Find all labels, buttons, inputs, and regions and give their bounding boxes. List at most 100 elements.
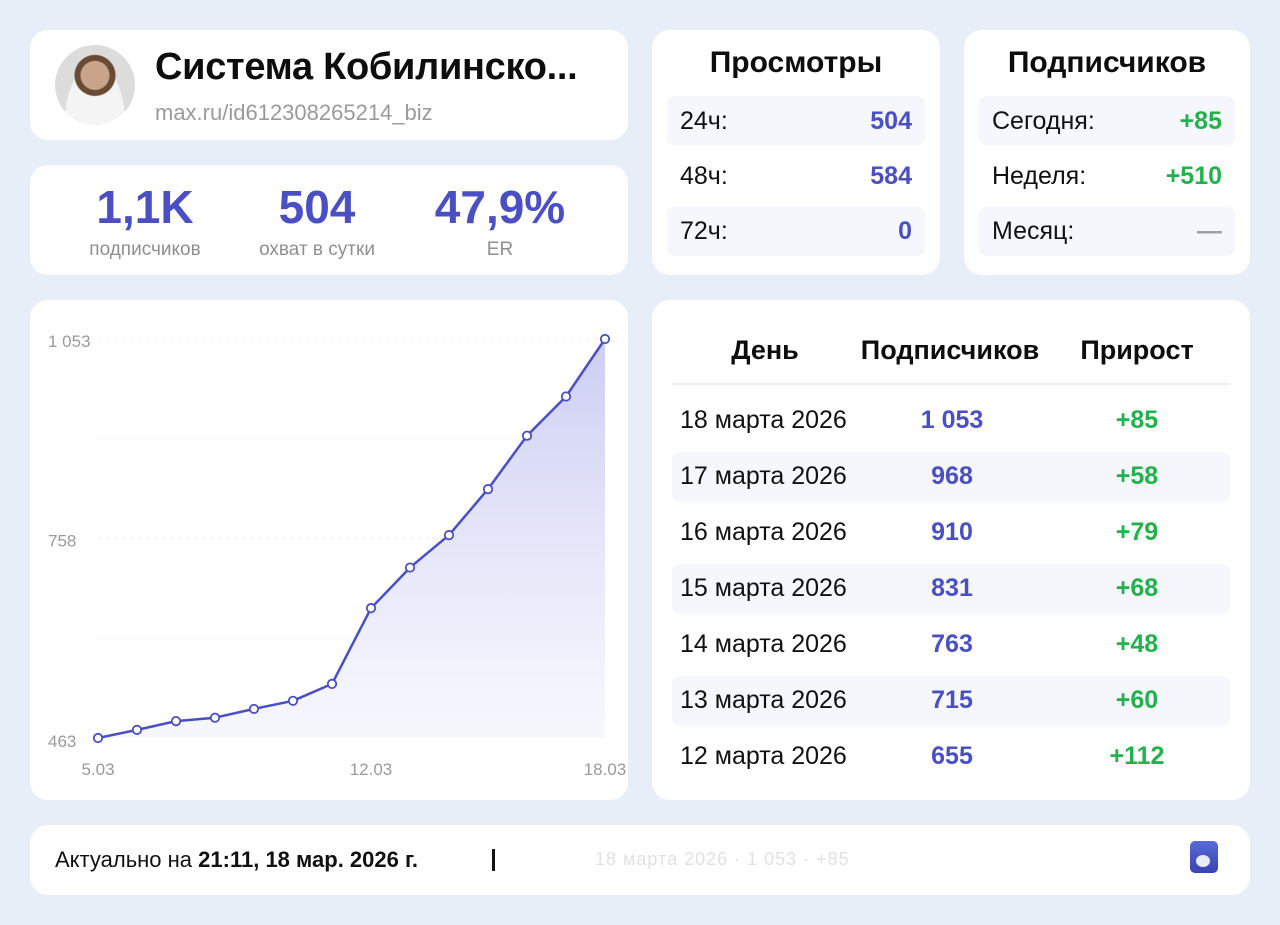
cell-subscribers: 655 <box>931 742 973 770</box>
subs-row-week: Неделя: +510 <box>979 151 1235 201</box>
table-row: 16 марта 2026 910 +79 <box>672 508 1230 558</box>
updated-time: 21:11, 18 мар. 2026 г. <box>198 847 419 872</box>
area-chart: 1 053 758 463 5.03 12.03 18.03 <box>48 332 626 779</box>
col-header-day: День <box>731 335 799 365</box>
cell-day: 18 марта 2026 <box>680 406 847 434</box>
footer-ticker: 18 марта 2026 · 1 053 · +85 <box>595 849 850 869</box>
cell-day: 14 марта 2026 <box>680 630 847 658</box>
cell-growth: +85 <box>1115 406 1159 434</box>
y-tick-label: 463 <box>48 732 76 751</box>
stat-er: 47,9% ER <box>410 179 590 261</box>
y-tick-label: 758 <box>48 532 76 551</box>
cell-subscribers: 968 <box>931 462 973 490</box>
stat-daily-reach: 504 охват в сутки <box>227 179 407 261</box>
subs-row-month: Месяц: — <box>979 206 1235 256</box>
stat-value: 47,9% <box>434 181 566 233</box>
views-value: 584 <box>870 161 912 190</box>
footer-separator <box>492 849 495 871</box>
cell-day: 13 марта 2026 <box>680 686 847 714</box>
x-tick-label: 12.03 <box>350 760 393 779</box>
stat-value: 1,1K <box>96 181 194 233</box>
cell-growth: +112 <box>1109 742 1165 770</box>
daily-table-card: День Подписчиков Прирост 18 марта 2026 1 … <box>652 300 1250 800</box>
subs-period: Месяц: <box>992 216 1075 245</box>
subs-value: +85 <box>1179 106 1222 135</box>
subscribers-chart: 1 053 758 463 5.03 12.03 18.03 <box>30 300 628 800</box>
chart-point[interactable] <box>92 732 104 744</box>
footer-bar: Актуально на 21:11, 18 мар. 2026 г. 18 м… <box>30 825 1250 895</box>
stat-value: 504 <box>278 181 356 233</box>
chart-point[interactable] <box>404 562 416 573</box>
chart-x-axis: 5.03 12.03 18.03 <box>81 760 626 779</box>
chart-point[interactable] <box>443 530 455 541</box>
cell-growth: +58 <box>1115 462 1159 490</box>
table-divider <box>672 383 1230 385</box>
views-row-24h: 24ч: 504 <box>667 96 925 146</box>
chart-point[interactable] <box>365 603 377 614</box>
stat-label: ER <box>486 239 514 260</box>
cell-subscribers: 831 <box>931 574 973 602</box>
updated-at: Актуально на 21:11, 18 мар. 2026 г. <box>55 847 418 873</box>
table-row: 13 марта 2026 715 +60 <box>672 676 1230 726</box>
subscribers-card: Подписчиков Сегодня: +85 Неделя: +510 Ме… <box>964 30 1250 275</box>
views-value: 0 <box>898 216 912 245</box>
chart-point[interactable] <box>131 724 143 735</box>
avatar <box>55 45 135 125</box>
cell-day: 17 марта 2026 <box>680 462 847 490</box>
subs-row-today: Сегодня: +85 <box>979 96 1235 146</box>
chart-point[interactable] <box>170 715 182 727</box>
channel-name: Система Кобилинско... <box>155 46 578 88</box>
chart-point[interactable] <box>482 484 494 495</box>
x-tick-label: 5.03 <box>81 760 114 779</box>
profile-card: Система Кобилинско... max.ru/id612308265… <box>30 30 628 140</box>
views-row-72h: 72ч: 0 <box>667 206 925 256</box>
cell-subscribers: 763 <box>931 630 973 658</box>
channel-url[interactable]: max.ru/id612308265214_biz <box>155 100 433 125</box>
x-tick-label: 18.03 <box>584 760 627 779</box>
stat-label: подписчиков <box>89 239 201 260</box>
subs-value: +510 <box>1165 161 1222 190</box>
views-title: Просмотры <box>709 46 883 79</box>
chart-point[interactable] <box>560 391 572 402</box>
cell-day: 15 марта 2026 <box>680 574 847 602</box>
chart-point[interactable] <box>326 678 338 689</box>
chart-point[interactable] <box>599 333 611 345</box>
y-tick-label: 1 053 <box>48 332 91 351</box>
cell-subscribers: 910 <box>931 518 973 546</box>
chart-point[interactable] <box>521 430 533 441</box>
stat-subscribers: 1,1K подписчиков <box>55 179 235 261</box>
views-value: 504 <box>870 106 912 135</box>
subs-period: Неделя: <box>992 161 1087 190</box>
col-header-growth: Прирост <box>1080 335 1194 365</box>
views-period: 72ч: <box>680 216 728 245</box>
cell-subscribers: 1 053 <box>920 406 984 434</box>
views-period: 24ч: <box>680 106 728 135</box>
cell-growth: +48 <box>1115 630 1159 658</box>
cell-growth: +68 <box>1115 574 1159 602</box>
chart-y-axis: 1 053 758 463 <box>48 332 91 751</box>
views-card: Просмотры 24ч: 504 48ч: 584 72ч: 0 <box>652 30 940 275</box>
table-row: 18 марта 2026 1 053 +85 <box>672 396 1230 446</box>
subs-value: — <box>1197 216 1222 245</box>
chart-point[interactable] <box>287 695 299 706</box>
cell-day: 12 марта 2026 <box>680 742 847 770</box>
chart-point[interactable] <box>209 712 221 723</box>
cell-subscribers: 715 <box>931 686 973 714</box>
table-row: 12 марта 2026 655 +112 <box>672 732 1230 782</box>
col-header-subscribers: Подписчиков <box>860 335 1040 365</box>
table-row: 14 марта 2026 763 +48 <box>672 620 1230 670</box>
updated-prefix: Актуально на <box>55 847 193 872</box>
summary-stats-card: 1,1K подписчиков 504 охват в сутки 47,9%… <box>30 165 628 275</box>
chart-area-fill <box>98 339 605 738</box>
subscribers-title: Подписчиков <box>1007 46 1207 79</box>
chart-points <box>92 333 611 744</box>
subs-period: Сегодня: <box>992 106 1095 135</box>
table-row: 17 марта 2026 968 +58 <box>672 452 1230 502</box>
cell-growth: +79 <box>1115 518 1159 546</box>
chart-line <box>97 338 607 740</box>
views-period: 48ч: <box>680 161 728 190</box>
cell-day: 16 марта 2026 <box>680 518 847 546</box>
app-logo-icon <box>1190 841 1218 873</box>
views-row-48h: 48ч: 584 <box>667 151 925 201</box>
chart-point[interactable] <box>248 703 260 715</box>
